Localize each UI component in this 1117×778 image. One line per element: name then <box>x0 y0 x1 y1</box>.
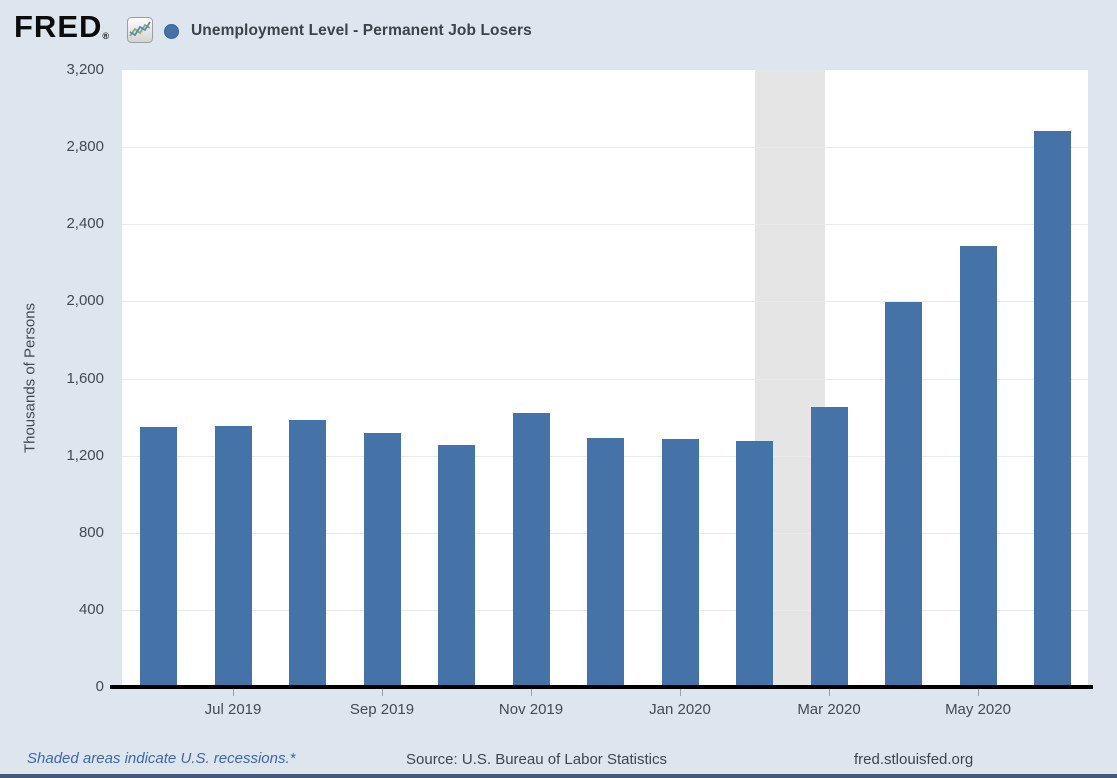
bar-jun-2019[interactable] <box>140 426 177 687</box>
series-title: Unemployment Level - Permanent Job Loser… <box>191 22 532 39</box>
y-tick-label: 1,600 <box>66 369 104 387</box>
bar-jan-2020[interactable] <box>661 438 699 687</box>
series-legend-dot <box>164 24 179 39</box>
x-axis-tick-labels: Jul 2019 Sep 2019 Nov 2019 Jan 2020 Mar 2020… <box>122 689 1088 729</box>
registered-mark-icon: ® <box>102 31 110 41</box>
source-text: Source: U.S. Bureau of Labor Statistics <box>406 751 667 768</box>
y-tick-label: 1,200 <box>66 446 104 464</box>
fred-logo[interactable]: FRED® <box>14 9 110 44</box>
gridline <box>122 147 1088 149</box>
y-tick-label: 2,400 <box>66 215 104 233</box>
bar-may-2020[interactable] <box>959 245 997 687</box>
x-tick-label: Jul 2019 <box>204 701 262 718</box>
x-tick-mark <box>978 689 979 696</box>
x-tick-label: May 2020 <box>945 701 1011 718</box>
fred-logo-chart-icon <box>127 17 153 43</box>
y-axis-tick-labels: 0 400 800 1,200 1,600 2,000 2,400 2,800 3,200 <box>0 61 104 695</box>
bar-oct-2019[interactable] <box>438 445 475 687</box>
gridline <box>122 301 1088 303</box>
x-tick-label: Mar 2020 <box>797 701 861 718</box>
bar-apr-2020[interactable] <box>885 302 922 687</box>
x-tick-mark <box>531 689 532 696</box>
x-tick-mark <box>382 689 383 696</box>
y-tick-label: 800 <box>78 523 104 541</box>
y-tick-label: 2,800 <box>66 138 104 156</box>
x-tick-mark <box>680 689 681 696</box>
plot-area[interactable] <box>122 70 1088 687</box>
x-axis-line <box>110 685 1093 689</box>
x-tick-mark <box>233 689 234 696</box>
y-tick-label: 2,000 <box>66 292 104 310</box>
bar-dec-2019[interactable] <box>587 438 624 687</box>
y-tick-label: 3,200 <box>66 61 104 78</box>
bar-jun-2020[interactable] <box>1034 131 1071 687</box>
fred-site-link[interactable]: fred.stlouisfed.org <box>854 751 974 768</box>
x-tick-mark <box>829 689 830 696</box>
gridline <box>122 378 1088 380</box>
gridline <box>122 224 1088 226</box>
bar-feb-2020[interactable] <box>736 440 773 687</box>
bar-sep-2019[interactable] <box>363 433 401 687</box>
y-tick-label: 0 <box>95 678 104 695</box>
chart-header: FRED® Unemployment Level - Permanent Job… <box>0 0 1117 55</box>
bar-aug-2019[interactable] <box>289 420 326 687</box>
x-tick-label: Sep 2019 <box>349 701 415 718</box>
x-tick-label: Nov 2019 <box>498 701 564 718</box>
recession-footnote-link[interactable]: Shaded areas indicate U.S. recessions.* <box>27 750 296 767</box>
y-tick-label: 400 <box>78 600 104 618</box>
bar-nov-2019[interactable] <box>512 412 550 687</box>
bar-jul-2019[interactable] <box>214 425 252 687</box>
bar-mar-2020[interactable] <box>810 406 848 687</box>
x-tick-label: Jan 2020 <box>649 701 711 718</box>
